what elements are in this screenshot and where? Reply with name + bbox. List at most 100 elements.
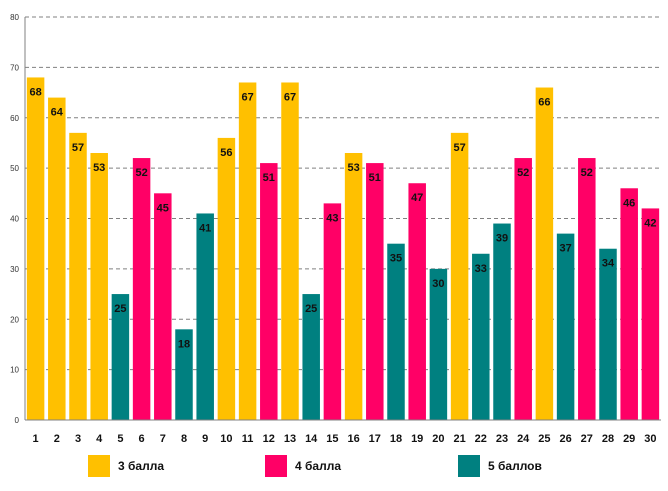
bar bbox=[132, 158, 151, 421]
x-tick-label: 30 bbox=[644, 433, 656, 445]
bar bbox=[493, 223, 511, 420]
legend-label-5-points: 5 баллов bbox=[488, 459, 542, 473]
y-tick-label: 60 bbox=[10, 114, 19, 123]
x-tick-label: 19 bbox=[411, 433, 423, 445]
x-tick-label: 11 bbox=[242, 433, 254, 445]
legend-item-4-points: 4 балла bbox=[265, 455, 341, 477]
bar bbox=[26, 77, 45, 420]
legend-item-5-points: 5 баллов bbox=[458, 455, 542, 477]
bar bbox=[366, 163, 384, 420]
x-tick-label: 26 bbox=[559, 433, 571, 445]
data-label: 25 bbox=[114, 303, 126, 315]
x-tick-label: 4 bbox=[96, 433, 103, 445]
bar bbox=[514, 158, 532, 421]
bar bbox=[429, 268, 448, 420]
data-label: 43 bbox=[326, 212, 338, 224]
data-label: 51 bbox=[263, 172, 275, 184]
data-label: 47 bbox=[411, 192, 423, 204]
legend-label-3-points: 3 балла bbox=[118, 459, 165, 473]
data-label: 52 bbox=[517, 167, 529, 179]
bar bbox=[281, 82, 299, 421]
data-label: 30 bbox=[432, 278, 444, 290]
data-label: 37 bbox=[559, 243, 571, 255]
bar bbox=[450, 132, 469, 421]
data-label: 41 bbox=[199, 222, 211, 234]
data-label: 68 bbox=[29, 86, 41, 98]
x-tick-label: 14 bbox=[305, 433, 318, 445]
y-tick-label: 70 bbox=[10, 63, 19, 72]
x-tick-label: 7 bbox=[160, 433, 166, 445]
x-tick-label: 1 bbox=[33, 433, 39, 445]
bar bbox=[90, 153, 108, 420]
data-label: 34 bbox=[602, 258, 615, 270]
x-tick-label: 21 bbox=[453, 433, 465, 445]
bar bbox=[175, 329, 193, 420]
y-tick-label: 80 bbox=[10, 13, 19, 22]
bar bbox=[578, 158, 596, 421]
x-tick-label: 13 bbox=[284, 433, 296, 445]
bar bbox=[641, 208, 660, 420]
bar bbox=[323, 203, 342, 420]
bar bbox=[556, 233, 575, 420]
data-label: 57 bbox=[453, 142, 465, 154]
x-tick-label: 28 bbox=[602, 433, 614, 445]
bar bbox=[238, 82, 257, 421]
data-label: 53 bbox=[93, 162, 105, 174]
x-tick-label: 12 bbox=[263, 433, 275, 445]
legend-swatch-4-points bbox=[265, 455, 287, 477]
data-label: 52 bbox=[135, 167, 147, 179]
bar bbox=[599, 248, 617, 420]
data-label: 67 bbox=[241, 91, 253, 103]
x-tick-label: 22 bbox=[475, 433, 487, 445]
x-tick-label: 9 bbox=[202, 433, 208, 445]
data-label: 46 bbox=[623, 197, 635, 209]
bar bbox=[387, 243, 405, 420]
data-label: 53 bbox=[347, 162, 359, 174]
data-label: 57 bbox=[72, 142, 84, 154]
legend-swatch-3-points bbox=[88, 455, 110, 477]
bar bbox=[535, 87, 554, 421]
bar bbox=[472, 253, 490, 420]
x-tick-label: 16 bbox=[347, 433, 359, 445]
x-tick-label: 8 bbox=[181, 433, 187, 445]
data-label: 56 bbox=[220, 147, 232, 159]
data-label: 18 bbox=[178, 338, 190, 350]
data-label: 39 bbox=[496, 233, 508, 245]
x-tick-label: 18 bbox=[390, 433, 402, 445]
bar bbox=[302, 294, 320, 420]
legend-label-4-points: 4 балла bbox=[295, 459, 342, 473]
x-tick-label: 17 bbox=[369, 433, 381, 445]
bar bbox=[48, 97, 66, 420]
x-tick-label: 10 bbox=[220, 433, 232, 445]
x-tick-label: 23 bbox=[496, 433, 508, 445]
y-tick-label: 50 bbox=[10, 164, 19, 173]
data-label: 42 bbox=[644, 217, 656, 229]
y-tick-label: 20 bbox=[10, 315, 19, 324]
bar bbox=[408, 183, 426, 420]
legend-swatch-5-points bbox=[458, 455, 480, 477]
data-label: 52 bbox=[581, 167, 593, 179]
data-label: 64 bbox=[51, 107, 64, 119]
x-tick-label: 24 bbox=[517, 433, 530, 445]
y-tick-label: 40 bbox=[10, 215, 19, 224]
x-tick-label: 6 bbox=[139, 433, 145, 445]
x-tick-label: 3 bbox=[75, 433, 81, 445]
data-label: 51 bbox=[369, 172, 381, 184]
bar bbox=[344, 153, 363, 420]
bar bbox=[620, 188, 638, 420]
data-label: 67 bbox=[284, 91, 296, 103]
data-label: 33 bbox=[475, 263, 487, 275]
y-tick-label: 10 bbox=[10, 366, 19, 375]
bar bbox=[196, 213, 214, 420]
y-tick-label: 0 bbox=[15, 416, 20, 425]
bar bbox=[260, 163, 278, 420]
y-tick-label: 30 bbox=[10, 265, 19, 274]
legend: 3 балла 4 балла 5 баллов bbox=[0, 455, 668, 483]
x-tick-label: 5 bbox=[117, 433, 123, 445]
legend-item-3-points: 3 балла bbox=[88, 455, 164, 477]
bar-chart: 0102030405060708068164257353425552645718… bbox=[10, 13, 661, 445]
x-tick-label: 20 bbox=[432, 433, 444, 445]
data-label: 66 bbox=[538, 97, 550, 109]
x-tick-label: 2 bbox=[54, 433, 60, 445]
bar bbox=[217, 137, 236, 420]
